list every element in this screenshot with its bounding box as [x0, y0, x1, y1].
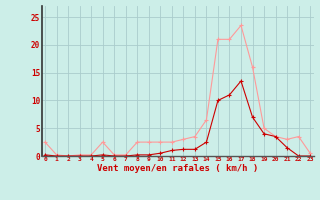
X-axis label: Vent moyen/en rafales ( km/h ): Vent moyen/en rafales ( km/h )	[97, 164, 258, 173]
